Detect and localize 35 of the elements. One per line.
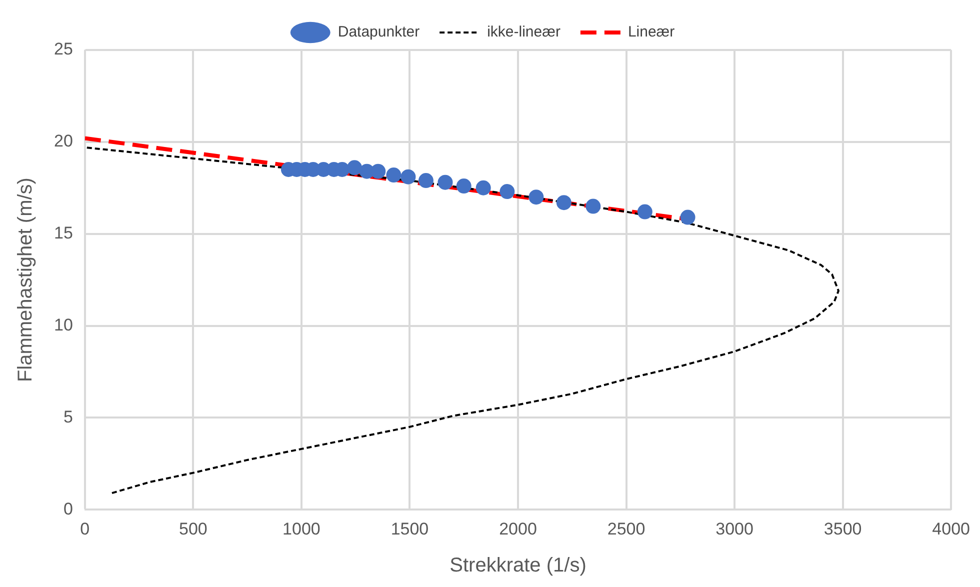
x-tick-label: 3000 [716,519,754,538]
x-tick-label: 2500 [607,519,646,538]
point [400,169,416,184]
legend-label: Datapunkter [338,24,420,41]
point [418,173,434,188]
point [680,210,696,225]
x-tick-label: 500 [178,519,208,538]
point [347,160,362,176]
point [456,178,472,194]
y-tick-label: 10 [54,315,73,334]
x-tick-label: 3500 [824,519,862,538]
point [528,190,544,205]
line-series [84,146,840,494]
point [500,184,515,200]
point [370,164,386,179]
x-tick-label: 1500 [390,519,429,538]
y-tick-label: 0 [63,499,73,518]
y-axis-title: Flammehastighet (m/s) [14,178,37,382]
point [386,168,402,183]
x-tick-label: 2000 [499,519,537,538]
y-tick-label: 25 [54,40,73,59]
x-tick-label: 1000 [282,519,320,538]
x-axis-title: Strekkrate (1/s) [450,554,586,577]
y-tick-label: 15 [54,224,73,243]
point [438,174,453,190]
legend-label: ikke-lineær [487,24,560,41]
point [476,180,491,196]
point [586,198,601,214]
legend-label: Lineær [628,24,675,41]
x-tick-label: 0 [80,519,90,538]
point [637,204,652,220]
y-tick-label: 5 [63,407,73,426]
x-tick-label: 4000 [932,519,970,538]
y-tick-label: 20 [54,132,73,151]
point [556,195,572,210]
